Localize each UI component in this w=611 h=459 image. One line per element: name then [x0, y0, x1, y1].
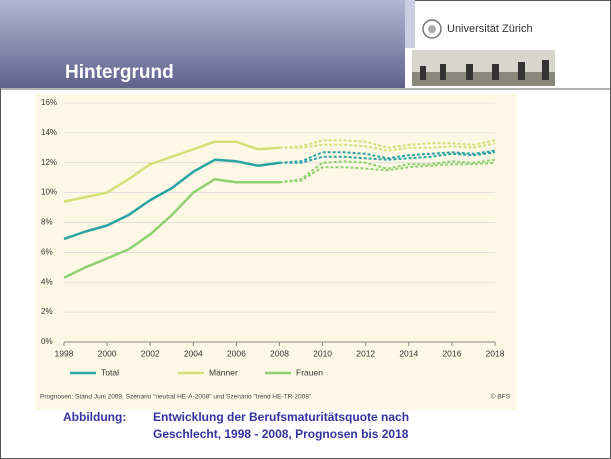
x-tick-label: 2012: [356, 348, 375, 358]
caption-line: Entwicklung der Berufsmaturitätsquote na…: [153, 410, 409, 424]
caption-line: Geschlecht, 1998 - 2008, Prognosen bis 2…: [153, 427, 409, 441]
x-tick-label: 2010: [313, 348, 332, 358]
y-tick-label: 6%: [41, 247, 53, 256]
caption-label: Abbildung:: [63, 410, 126, 424]
header-title: Hintergrund: [65, 62, 174, 83]
y-tick-label: 4%: [41, 277, 53, 286]
forecast-line: [279, 158, 496, 184]
y-tick-label: 14%: [41, 128, 57, 137]
forecast-line: [279, 139, 496, 149]
y-tick-label: 12%: [41, 158, 57, 167]
logo-text: Universität Zürich: [447, 23, 533, 35]
y-tick-label: 2%: [41, 307, 53, 316]
series-line: [63, 140, 280, 203]
x-tick-label: 2000: [98, 348, 117, 358]
y-tick-label: 16%: [41, 98, 57, 107]
legend-label: Frauen: [296, 367, 323, 377]
forecast-line: [279, 149, 496, 164]
x-tick-label: 2008: [270, 348, 289, 358]
y-tick-label: 0%: [41, 337, 53, 346]
chart-note: Prognosen: Stand Juni 2009, Szenario "ne…: [40, 394, 312, 401]
x-tick-label: 2014: [399, 348, 418, 358]
x-tick-label: 2016: [442, 348, 461, 358]
x-tick-label: 2004: [184, 348, 203, 358]
x-tick-label: 2002: [141, 348, 160, 358]
x-tick-label: 2006: [227, 348, 246, 358]
y-tick-label: 10%: [41, 188, 57, 197]
series-line: [63, 177, 280, 279]
chart-source: © BFS: [491, 393, 511, 401]
header-strip: [405, 0, 415, 48]
building-photo: [412, 50, 555, 86]
x-tick-label: 1998: [55, 348, 74, 358]
legend-label: Total: [101, 367, 119, 377]
x-tick-label: 2018: [486, 348, 505, 358]
logo-seal-inner: [428, 25, 436, 33]
logo-seal: [422, 19, 442, 39]
series-line: [63, 158, 280, 241]
forecast-line: [279, 142, 496, 152]
plot: 0% 2% 4% 6% 8% 10% 12% 14% 16% 1998 2000 2002 2004 20…: [41, 98, 505, 377]
header-bar: [0, 0, 405, 88]
forecast-line: [279, 151, 496, 164]
legend-label: Männer: [209, 367, 238, 377]
y-tick-label: 8%: [41, 218, 53, 227]
forecast-line: [279, 161, 496, 184]
